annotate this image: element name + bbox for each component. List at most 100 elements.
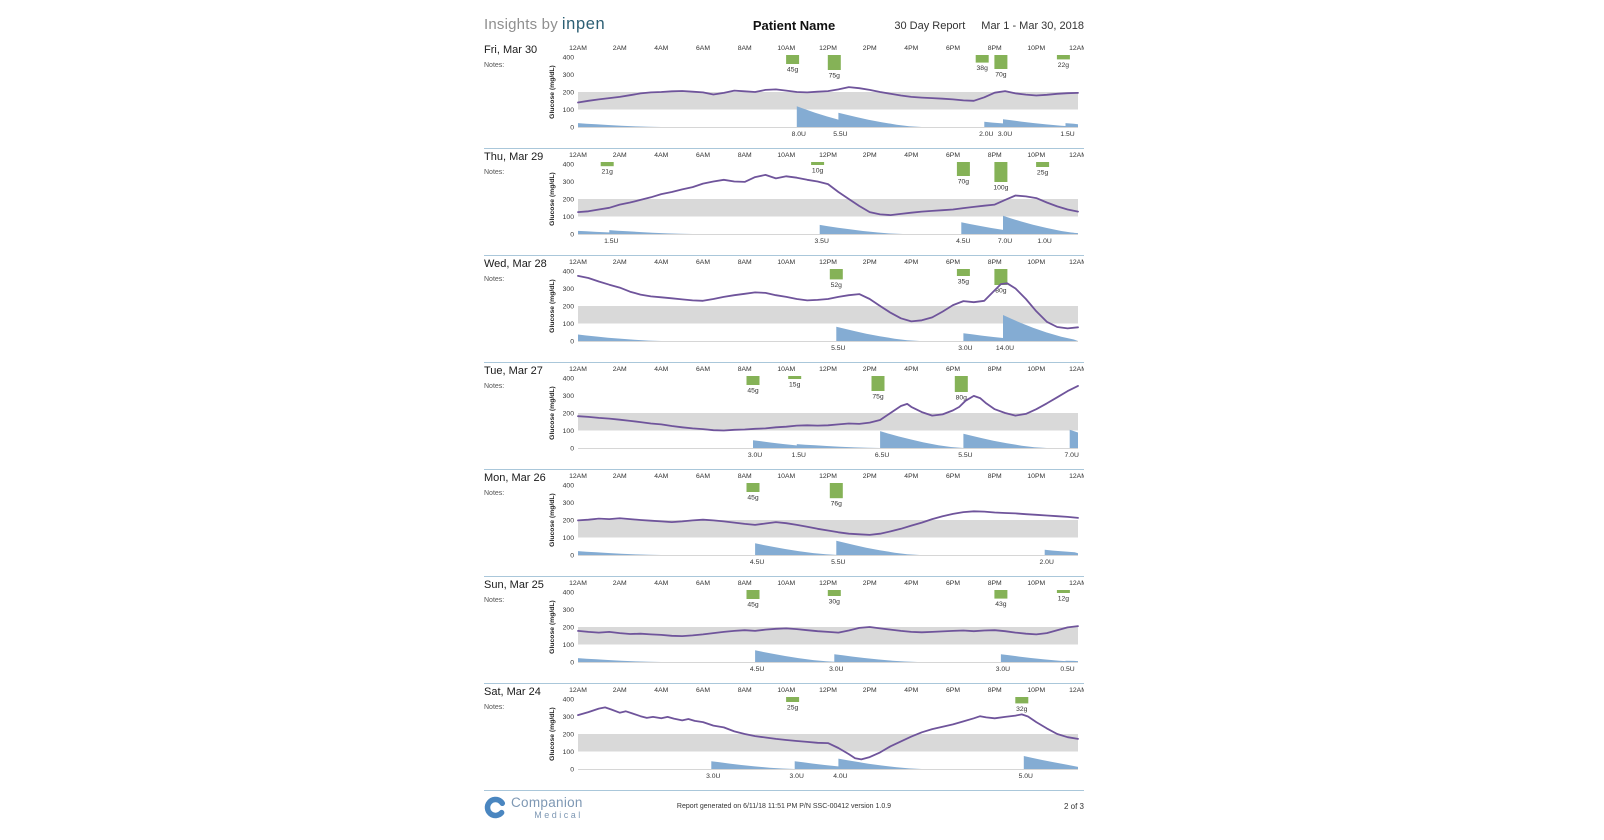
svg-text:200: 200 bbox=[563, 196, 575, 203]
glucose-chart: 12AM 2AM 4AM 6AM 8AM 10AM 12PM 2PM 4PM 6PM 8PM 10PM… bbox=[549, 473, 1084, 566]
carb-label: 75g bbox=[829, 73, 841, 80]
page-number: 2 of 3 bbox=[1063, 802, 1084, 811]
insulin-doses: 5.5U 3.0U 14.0U bbox=[578, 315, 1078, 352]
svg-text:4PM: 4PM bbox=[904, 45, 918, 52]
svg-text:10AM: 10AM bbox=[777, 366, 795, 373]
carb-label: 12g bbox=[1058, 596, 1070, 603]
carb-label: 25g bbox=[787, 705, 799, 712]
insulin-dose-shape bbox=[609, 230, 693, 234]
svg-text:2PM: 2PM bbox=[863, 45, 877, 52]
svg-text:4PM: 4PM bbox=[904, 366, 918, 373]
carb-bar bbox=[956, 269, 970, 276]
carb-label: 15g bbox=[789, 382, 801, 389]
svg-text:12AM: 12AM bbox=[569, 687, 587, 694]
svg-text:8AM: 8AM bbox=[738, 259, 752, 266]
svg-text:4AM: 4AM bbox=[654, 473, 668, 480]
carb-label: 45g bbox=[747, 495, 759, 502]
svg-text:2AM: 2AM bbox=[613, 580, 627, 587]
report-header: Insights by inpen Patient Name 30 Day Rep… bbox=[484, 12, 1084, 42]
report-type: 30 Day Report bbox=[894, 20, 966, 32]
day-row: Mon, Mar 26 Notes: 12AM 2AM 4AM 6AM 8AM 10AM 12P… bbox=[484, 470, 1084, 577]
glucose-chart: 12AM 2AM 4AM 6AM 8AM 10AM 12PM 2PM 4PM 6PM 8PM 10PM… bbox=[549, 45, 1084, 138]
insulin-dose-label: 8.0U bbox=[792, 131, 806, 138]
report-meta: 30 Day Report Mar 1 - Mar 30, 2018 bbox=[894, 20, 1084, 32]
insulin-dose-shape bbox=[838, 112, 922, 127]
brand: Insights by inpen bbox=[484, 15, 605, 34]
insulin-dose-shape bbox=[834, 654, 918, 662]
svg-text:12PM: 12PM bbox=[819, 366, 837, 373]
svg-text:8AM: 8AM bbox=[738, 152, 752, 159]
day-date-label: Sat, Mar 24 bbox=[484, 686, 541, 698]
svg-text:6AM: 6AM bbox=[696, 687, 710, 694]
insulin-dose-label: 1.5U bbox=[604, 238, 618, 245]
svg-text:6PM: 6PM bbox=[946, 45, 960, 52]
svg-text:12AM: 12AM bbox=[1069, 366, 1084, 373]
carb-bar bbox=[994, 590, 1008, 599]
carb-bar bbox=[746, 376, 760, 385]
svg-text:10AM: 10AM bbox=[777, 687, 795, 694]
carb-bar bbox=[829, 483, 843, 499]
insulin-dose-label: 2.0U bbox=[1040, 559, 1054, 566]
carb-label: 76g bbox=[831, 501, 843, 508]
carb-label: 35g bbox=[958, 279, 970, 286]
y-axis-ticks: 0 100 200 300 400 bbox=[563, 696, 575, 773]
svg-text:12AM: 12AM bbox=[569, 45, 587, 52]
svg-text:10AM: 10AM bbox=[777, 473, 795, 480]
target-range-band bbox=[578, 627, 1078, 645]
insulin-dose-label: 3.0U bbox=[706, 773, 720, 780]
svg-text:0: 0 bbox=[570, 338, 574, 345]
logo-line-medical: Medical bbox=[534, 809, 583, 820]
day-row: Thu, Mar 29 Notes: 12AM 2AM 4AM 6AM 8AM 10AM 12P… bbox=[484, 149, 1084, 256]
svg-text:6PM: 6PM bbox=[946, 473, 960, 480]
daily-charts: Fri, Mar 30 Notes: 12AM 2AM 4AM 6AM 8AM 10AM 12P… bbox=[484, 42, 1084, 791]
svg-text:2PM: 2PM bbox=[863, 687, 877, 694]
y-axis-ticks: 0 100 200 300 400 bbox=[563, 375, 575, 452]
insulin-dose-shape bbox=[836, 326, 920, 341]
insulin-dose-label: 4.5U bbox=[956, 238, 970, 245]
svg-text:200: 200 bbox=[563, 517, 575, 524]
svg-text:8AM: 8AM bbox=[738, 366, 752, 373]
svg-text:100: 100 bbox=[563, 321, 575, 328]
svg-text:200: 200 bbox=[563, 410, 575, 417]
svg-text:8PM: 8PM bbox=[988, 580, 1002, 587]
x-axis-labels: 12AM 2AM 4AM 6AM 8AM 10AM 12PM 2PM 4PM 6PM 8PM 10PM… bbox=[569, 152, 1084, 159]
carb-label: 45g bbox=[747, 388, 759, 395]
insulin-dose-shape bbox=[1065, 660, 1078, 662]
insulin-dose-shape bbox=[578, 123, 662, 127]
insulin-dose-shape bbox=[1065, 123, 1078, 127]
insulin-dose-shape bbox=[1003, 215, 1078, 234]
svg-text:100: 100 bbox=[563, 535, 575, 542]
insulin-dose-label: 4.5U bbox=[750, 559, 764, 566]
insulin-dose-shape bbox=[963, 433, 1047, 448]
x-axis-labels: 12AM 2AM 4AM 6AM 8AM 10AM 12PM 2PM 4PM 6PM 8PM 10PM… bbox=[569, 45, 1084, 52]
svg-text:4AM: 4AM bbox=[654, 366, 668, 373]
y-axis-ticks: 0 100 200 300 400 bbox=[563, 482, 575, 559]
carb-label: 70g bbox=[958, 179, 970, 186]
svg-text:10PM: 10PM bbox=[1027, 687, 1045, 694]
svg-text:6AM: 6AM bbox=[696, 259, 710, 266]
svg-text:6PM: 6PM bbox=[946, 687, 960, 694]
svg-text:10PM: 10PM bbox=[1027, 580, 1045, 587]
glucose-trace bbox=[577, 625, 1079, 637]
logo-line-companion: Companion bbox=[511, 795, 583, 810]
svg-text:2AM: 2AM bbox=[613, 45, 627, 52]
carb-label: 52g bbox=[831, 282, 843, 289]
notes-label: Notes: bbox=[484, 490, 505, 497]
carb-bar bbox=[811, 162, 825, 165]
insulin-dose-label: 3.0U bbox=[998, 131, 1012, 138]
insulin-doses: 1.5U 3.5U 4.5U 7.0U 1.0U bbox=[578, 215, 1078, 245]
svg-text:12AM: 12AM bbox=[569, 152, 587, 159]
carb-label: 32g bbox=[1016, 706, 1028, 713]
svg-text:6PM: 6PM bbox=[946, 580, 960, 587]
insulin-dose-shape bbox=[1023, 756, 1078, 769]
svg-text:4AM: 4AM bbox=[654, 259, 668, 266]
svg-text:10PM: 10PM bbox=[1027, 152, 1045, 159]
carb-entries: 52g 35g 80g bbox=[829, 269, 1008, 295]
day-date-label: Fri, Mar 30 bbox=[484, 44, 538, 56]
insulin-dose-label: 3.0U bbox=[829, 666, 843, 673]
svg-text:4PM: 4PM bbox=[904, 473, 918, 480]
carb-bar bbox=[1015, 697, 1029, 704]
svg-text:6AM: 6AM bbox=[696, 473, 710, 480]
svg-text:2AM: 2AM bbox=[613, 152, 627, 159]
y-axis-ticks: 0 100 200 300 400 bbox=[563, 161, 575, 238]
